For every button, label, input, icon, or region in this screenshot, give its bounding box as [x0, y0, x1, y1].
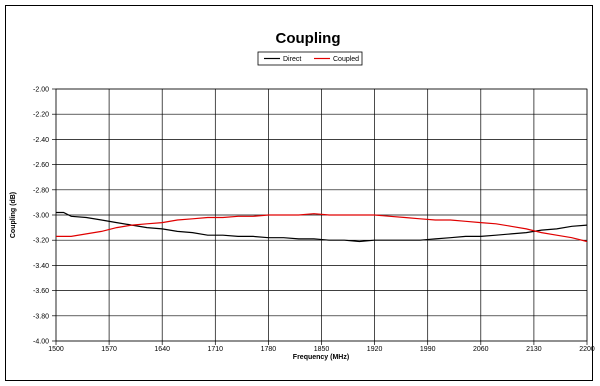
legend-label-coupled: Coupled: [333, 56, 359, 63]
x-tick-label: 1920: [367, 346, 383, 353]
y-tick-label: -3.60: [33, 288, 49, 295]
y-tick-label: -2.00: [33, 87, 49, 94]
legend-label-direct: Direct: [283, 56, 301, 63]
x-tick-label: 1710: [208, 346, 224, 353]
y-tick-label: -3.20: [33, 238, 49, 245]
y-tick-label: -3.00: [33, 213, 49, 220]
y-tick-label: -3.40: [33, 263, 49, 270]
x-tick-label: 1500: [48, 346, 64, 353]
legend-box: [257, 51, 363, 66]
x-axis-label: Frequency (MHz): [293, 354, 349, 361]
grid: [55, 88, 588, 342]
y-tick-label: -2.80: [33, 187, 49, 194]
y-tick-label: -2.40: [33, 137, 49, 144]
series-layer: [56, 211, 588, 243]
series-line-coupled: [56, 213, 588, 243]
x-tick-label: 1780: [261, 346, 277, 353]
x-tick-label: 1850: [314, 346, 330, 353]
x-tick-label: 2200: [579, 346, 595, 353]
legend: Direct Coupled: [257, 51, 363, 66]
y-tick-label: -3.80: [33, 313, 49, 320]
y-tick-label: -2.20: [33, 112, 49, 119]
y-axis-label: Coupling (dB): [10, 192, 17, 238]
x-tick-label: 1640: [154, 346, 170, 353]
chart-title: Coupling: [276, 30, 341, 47]
y-tick-label: -2.60: [33, 162, 49, 169]
x-tick-label: 2060: [473, 346, 489, 353]
y-tick-label: -4.00: [33, 339, 49, 346]
x-tick-label: 1990: [420, 346, 436, 353]
x-tick-label: 2130: [526, 346, 542, 353]
y-axis-ticks: -2.00 -2.20 -2.40 -2.60 -2.80 -3.00 -3.20 -3.40…: [33, 87, 56, 346]
x-axis-ticks: 1500 1570 1640 1710 1780 1850 1920 1990 2060 2130…: [48, 341, 595, 353]
x-tick-label: 1570: [101, 346, 117, 353]
